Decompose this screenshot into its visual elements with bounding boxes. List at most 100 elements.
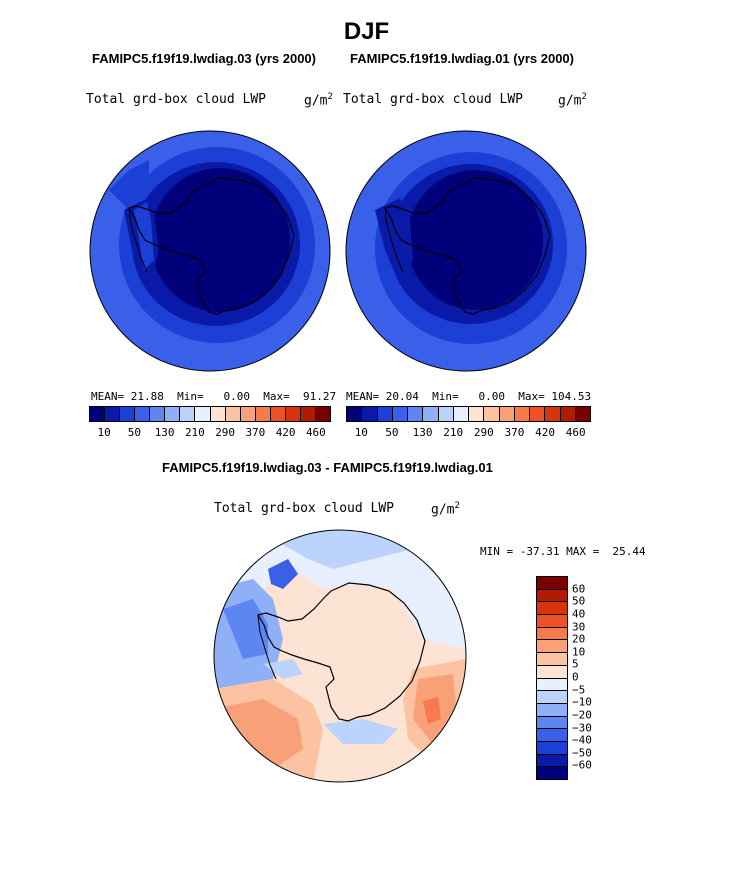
diff-colorbar-tick-label: −10 (572, 695, 592, 709)
panel-2-colorbar-swatch (362, 407, 378, 421)
panel-2-colorbar-swatch (469, 407, 485, 421)
diff-colorbar-tick-label: −5 (572, 683, 586, 697)
panel-2-colorbar (346, 406, 591, 422)
panel-1-run-title: FAMIPC5.f19f19.lwdiag.03 (yrs 2000) (92, 51, 316, 66)
diff-unit: g/m2 (431, 501, 460, 518)
panel-1-colorbar (89, 406, 331, 422)
panel-1-colorbar-tick-label: 10 (97, 426, 111, 439)
panel-1-colorbar-swatch (150, 407, 166, 421)
diff-colorbar-swatch (537, 740, 567, 754)
panel-2-colorbar-swatch (423, 407, 439, 421)
diff-colorbar-swatch (537, 652, 567, 665)
diff-colorbar-tick-label: −20 (572, 708, 592, 722)
panel-1-colorbar-swatch (195, 407, 211, 421)
panel-1-colorbar-swatch (255, 407, 271, 421)
diff-variable: Total grd-box cloud LWP (214, 501, 395, 516)
diff-colorbar-swatch (537, 664, 567, 678)
panel-1-colorbar-swatch (285, 407, 301, 421)
panel-1-colorbar-swatch (225, 407, 241, 421)
panel-2-map (345, 130, 587, 372)
panel-1-colorbar-swatch (315, 407, 330, 421)
panel-1-colorbar-tick-label: 460 (305, 426, 326, 439)
diff-title: FAMIPC5.f19f19.lwdiag.03 - FAMIPC5.f19f1… (162, 460, 493, 475)
panel-1-colorbar-tick-label: 50 (127, 426, 141, 439)
panel-2-colorbar-swatch (514, 407, 530, 421)
diff-colorbar-swatch (537, 715, 567, 729)
panel-2-colorbar-swatch (392, 407, 408, 421)
panel-1-map (89, 130, 331, 372)
panel-2-colorbar-swatch (484, 407, 500, 421)
season-title: DJF (343, 18, 390, 45)
diff-min-max: MIN = -37.31 MAX = 25.44 (480, 545, 646, 558)
panel-2-colorbar-swatch (545, 407, 561, 421)
panel-1-stats: MEAN= 21.88 Min= 0.00 Max= 91.27 (91, 390, 337, 403)
panel-2-colorbar-tick-label: 50 (385, 426, 399, 439)
diff-colorbar-swatch (537, 677, 567, 691)
diff-colorbar-swatch (537, 577, 567, 589)
diff-colorbar-tick-label: 50 (572, 594, 586, 608)
diff-colorbar-tick-label: 20 (572, 632, 586, 646)
diff-map (213, 529, 467, 783)
diff-colorbar-swatch (537, 639, 567, 653)
panel-1-unit: g/m2 (304, 92, 333, 109)
panel-2-colorbar-swatch (377, 407, 393, 421)
diff-colorbar-swatch (537, 766, 567, 779)
panel-2-colorbar-swatch (408, 407, 424, 421)
panel-2-colorbar-tick-label: 210 (443, 426, 464, 439)
panel-1-colorbar-swatch (105, 407, 121, 421)
diff-colorbar-swatch (537, 690, 567, 703)
panel-1-colorbar-swatch (165, 407, 181, 421)
diff-colorbar-swatch (537, 753, 567, 767)
diff-colorbar-swatch (537, 702, 567, 716)
panel-1-colorbar-swatch (180, 407, 196, 421)
panel-1-colorbar-swatch (135, 407, 151, 421)
diff-colorbar-tick-label: 5 (572, 657, 579, 671)
panel-1-colorbar-tick-label: 420 (275, 426, 296, 439)
panel-1-variable: Total grd-box cloud LWP (86, 92, 267, 107)
panel-2-colorbar-tick-label: 460 (565, 426, 586, 439)
diff-colorbar-tick-label: −40 (572, 733, 592, 747)
panel-1-colorbar-tick-label: 290 (215, 426, 236, 439)
panel-2-colorbar-tick-label: 290 (473, 426, 494, 439)
panel-2-run-title: FAMIPC5.f19f19.lwdiag.01 (yrs 2000) (350, 51, 574, 66)
panel-1-colorbar-swatch (270, 407, 286, 421)
panel-2-colorbar-swatch (560, 407, 576, 421)
diff-colorbar-swatch (537, 728, 567, 741)
panel-1-colorbar-swatch (300, 407, 316, 421)
diff-colorbar-tick-label: 40 (572, 607, 586, 621)
diff-colorbar-tick-label: 60 (572, 582, 586, 596)
panel-2-colorbar-tick-label: 420 (535, 426, 555, 439)
panel-2-colorbar-labels: 10 50 130 210 290 370 420 460 (346, 426, 591, 440)
panel-2-colorbar-tick-label: 130 (412, 426, 433, 439)
panel-2-colorbar-tick-label: 370 (504, 426, 525, 439)
panel-1-colorbar-swatch (210, 407, 226, 421)
panel-2-colorbar-swatch (499, 407, 515, 421)
diff-colorbar-tick-label: 10 (572, 645, 586, 659)
panel-2-unit: g/m2 (558, 92, 587, 109)
diff-colorbar-swatch (537, 626, 567, 640)
diff-colorbar-tick-label: −60 (572, 758, 592, 772)
panel-2-colorbar-swatch (347, 407, 363, 421)
panel-1-colorbar-swatch (240, 407, 256, 421)
panel-2-colorbar-swatch (453, 407, 469, 421)
diff-colorbar-tick-label: −50 (572, 746, 592, 760)
panel-1-colorbar-tick-label: 210 (184, 426, 205, 439)
diff-colorbar-tick-label: 0 (572, 670, 579, 684)
panel-2-stats: MEAN= 20.04 Min= 0.00 Max= 104.53 (346, 390, 592, 403)
panel-1-colorbar-labels: 10 50 130 210 290 370 420 460 (89, 426, 331, 440)
panel-1-colorbar-tick-label: 130 (154, 426, 175, 439)
panel-1-colorbar-swatch (90, 407, 106, 421)
diff-colorbar-tick-label: 30 (572, 620, 586, 633)
diff-colorbar-swatch (537, 614, 567, 627)
diff-colorbar-labels: −60 −50 −40 −30 −20 −10 −5 0 5 10 20 30 40 50 60 (572, 576, 632, 778)
panel-2-variable: Total grd-box cloud LWP (343, 92, 524, 107)
diff-colorbar-tick-label: −30 (572, 721, 592, 734)
panel-1-colorbar-swatch (120, 407, 136, 421)
panel-2-colorbar-swatch (530, 407, 546, 421)
diff-colorbar-swatch (537, 588, 567, 602)
diff-colorbar (536, 576, 568, 780)
panel-2-colorbar-swatch (438, 407, 454, 421)
panel-2-colorbar-swatch (575, 407, 590, 421)
diff-colorbar-swatch (537, 601, 567, 615)
panel-1-colorbar-tick-label: 370 (245, 426, 266, 439)
